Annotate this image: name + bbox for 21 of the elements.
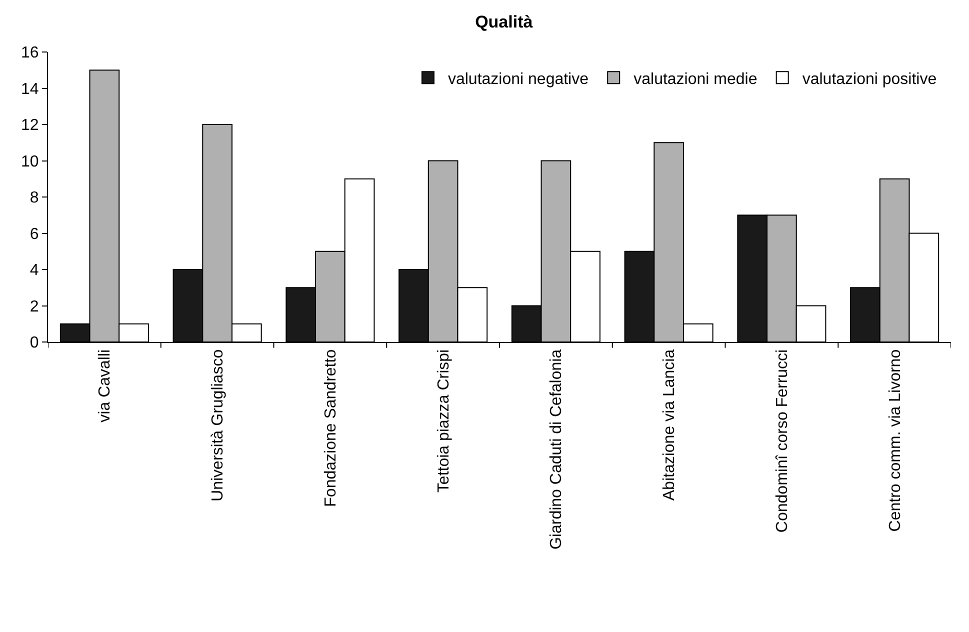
y-tick-label: 16 <box>21 44 39 62</box>
x-tick-label: Centro comm. via Livorno <box>886 349 904 532</box>
legend-label: valutazioni positive <box>802 70 937 88</box>
x-tick-label: Fondazione Sandretto <box>322 349 340 507</box>
y-tick-label: 6 <box>30 226 39 243</box>
x-tick-label: via Cavalli <box>96 349 114 422</box>
y-tick-label: 8 <box>30 190 39 207</box>
x-tick-label: Abitazione via Lancia <box>661 349 678 501</box>
legend-label: valutazioni negative <box>448 70 589 88</box>
legend-label: valutazioni medie <box>634 70 758 88</box>
y-tick-label: 12 <box>21 117 39 134</box>
y-tick-label: 2 <box>30 298 39 316</box>
y-tick-label: 10 <box>21 153 39 170</box>
y-tick-label: 0 <box>30 334 39 352</box>
chart-title: Qualità <box>475 12 534 32</box>
x-tick-label: Condominî corso Ferrucci <box>774 349 791 533</box>
x-tick-label: Tettoia piazza Crispi <box>435 349 452 493</box>
y-tick-label: 4 <box>30 262 39 280</box>
x-tick-label: Università Grugliasco <box>210 349 227 502</box>
y-tick-label: 14 <box>21 80 39 98</box>
x-tick-label: Giardino Caduti di Cefalonia <box>548 349 566 550</box>
